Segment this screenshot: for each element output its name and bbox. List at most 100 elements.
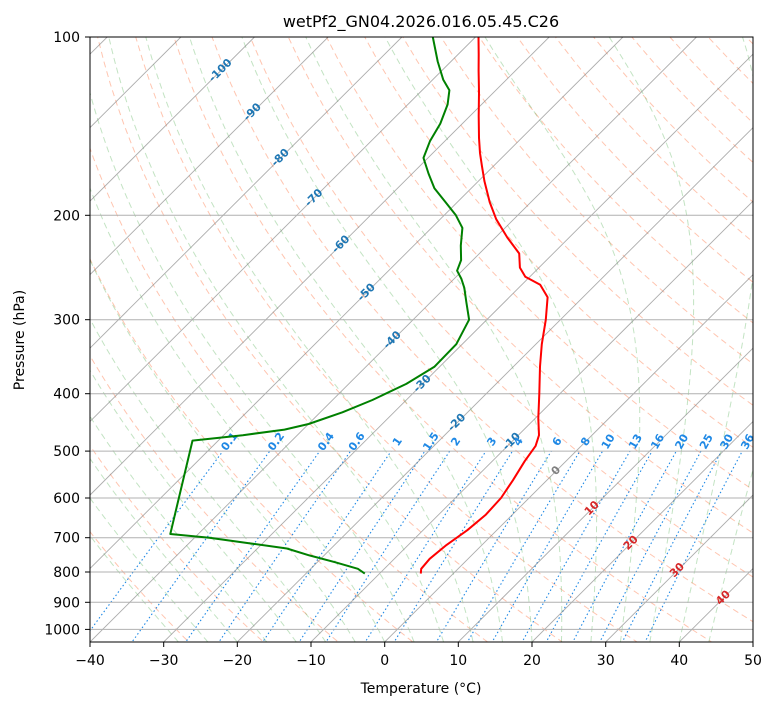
isotherm-line <box>90 37 329 276</box>
isotherm-line <box>310 200 753 642</box>
moist-adiabat-line <box>90 457 238 642</box>
isotherm-line <box>531 420 753 642</box>
isotherm-label: -90 <box>241 100 264 123</box>
isotherm-line <box>90 37 624 570</box>
moist-adiabat-line <box>90 497 209 642</box>
dry-adiabat-line <box>593 37 753 203</box>
x-tick-label: 50 <box>744 653 762 669</box>
isotherm-line <box>90 37 403 349</box>
moist-adiabat-line <box>108 37 445 642</box>
x-tick-label: −30 <box>149 653 179 669</box>
mixing-ratio-label: 1.5 <box>420 430 442 453</box>
x-tick-label: 0 <box>380 653 389 669</box>
isotherm-line <box>90 37 476 423</box>
dry-adiabat-line <box>669 37 753 124</box>
moist-adiabat-line <box>90 369 297 642</box>
isotherm-line <box>678 567 753 642</box>
mixing-ratio-label: 13 <box>626 432 645 452</box>
moist-adiabat-line <box>708 467 753 642</box>
dry-adiabat-line <box>287 37 753 534</box>
isotherm-line <box>90 37 255 202</box>
isotherm-line <box>163 53 753 642</box>
moist-adiabat-line <box>484 37 641 642</box>
moist-adiabat-line <box>241 37 533 642</box>
dry-adiabat-line <box>364 37 753 448</box>
dry-adiabat-line <box>402 37 753 406</box>
moist-adiabat-line <box>384 37 598 642</box>
mixing-ratio-label: 0.2 <box>265 430 287 453</box>
mixing-ratio-line <box>298 450 426 642</box>
isotherm-line <box>90 37 697 642</box>
chart-title: wetPf2_GN04.2026.016.05.45.C26 <box>283 12 559 32</box>
plot-frame <box>89 36 754 643</box>
mixing-ratio-label: 2 <box>448 435 463 449</box>
mixing-ratio-lines <box>90 450 743 642</box>
moist-adiabat-line <box>678 37 753 642</box>
mixing-ratio-label: 25 <box>697 432 716 452</box>
warm-isotherm-label: 20 <box>621 532 641 552</box>
dry-adiabat-line <box>173 37 713 642</box>
y-tick-label: 600 <box>53 491 80 507</box>
y-tick-label: 1000 <box>44 622 80 638</box>
isotherms <box>90 37 753 642</box>
isotherm-line <box>752 641 753 642</box>
mixing-ratio-line <box>491 450 604 642</box>
mixing-ratio-label: 0.6 <box>346 430 368 454</box>
mixing-ratio-line <box>466 450 581 642</box>
mixing-ratio-label: 10 <box>599 431 618 451</box>
mixing-ratio-label: 30 <box>717 432 736 452</box>
isotherm-label: -100 <box>206 56 235 85</box>
moist-adiabat-line <box>90 258 356 642</box>
warm-isotherm-label: 40 <box>713 587 733 607</box>
dry-adiabat-line <box>211 37 753 623</box>
isotherm-label: -40 <box>381 328 404 351</box>
dry-adiabat-line <box>90 257 414 642</box>
dry-adiabat-line <box>631 37 753 164</box>
dry-adiabat-line <box>516 37 753 283</box>
dry-adiabat-line <box>97 37 564 642</box>
y-tick-label: 800 <box>53 565 80 581</box>
isotherm-line <box>457 347 753 642</box>
mixing-ratio-label: 36 <box>738 432 757 452</box>
x-tick-label: 30 <box>597 653 615 669</box>
y-tick-label: 100 <box>53 30 80 46</box>
profiles <box>169 37 549 575</box>
pressure-gridlines <box>90 37 753 630</box>
mixing-ratio-label: 16 <box>648 431 667 451</box>
y-tick-label: 200 <box>53 208 80 224</box>
dewpoint-profile-line <box>169 37 471 575</box>
isotherm-line <box>605 494 753 642</box>
mixing-ratio-line <box>435 450 552 642</box>
x-axis-label: Temperature (°C) <box>360 681 482 697</box>
y-tick-label: 300 <box>53 313 80 329</box>
x-tick-label: 10 <box>449 653 467 669</box>
mixing-ratio-line <box>131 450 271 642</box>
temperature-profile-line <box>419 37 549 574</box>
mixing-ratio-line <box>325 450 451 642</box>
mixing-ratio-label: 3 <box>484 435 499 449</box>
mixing-ratio-line <box>644 450 743 642</box>
isotherm-line <box>384 273 753 642</box>
moist-adiabat-line <box>90 186 386 642</box>
isotherm-label: -20 <box>445 411 468 434</box>
mixing-ratio-line <box>621 450 722 642</box>
isotherm-line <box>90 37 550 496</box>
x-tick-label: 40 <box>670 653 688 669</box>
y-axis-label: Pressure (hPa) <box>12 290 28 390</box>
x-tick-label: 20 <box>523 653 541 669</box>
zero-isotherm-label: 0 <box>549 463 564 478</box>
moist-adiabat-line <box>189 37 503 642</box>
y-tick-label: 900 <box>53 595 80 611</box>
moist-adiabat-line <box>90 415 268 642</box>
mixing-ratio-line <box>90 450 224 632</box>
moist-adiabat-line <box>145 37 474 642</box>
moist-adiabat-line <box>305 37 563 642</box>
x-tick-label: −40 <box>75 653 105 669</box>
mixing-ratio-line <box>262 450 392 642</box>
dry-adiabat-line <box>440 37 753 365</box>
y-tick-label: 700 <box>53 531 80 547</box>
moist-adiabat-line <box>90 318 327 642</box>
x-tick-label: −10 <box>296 653 326 669</box>
y-tick-label: 400 <box>53 387 80 403</box>
